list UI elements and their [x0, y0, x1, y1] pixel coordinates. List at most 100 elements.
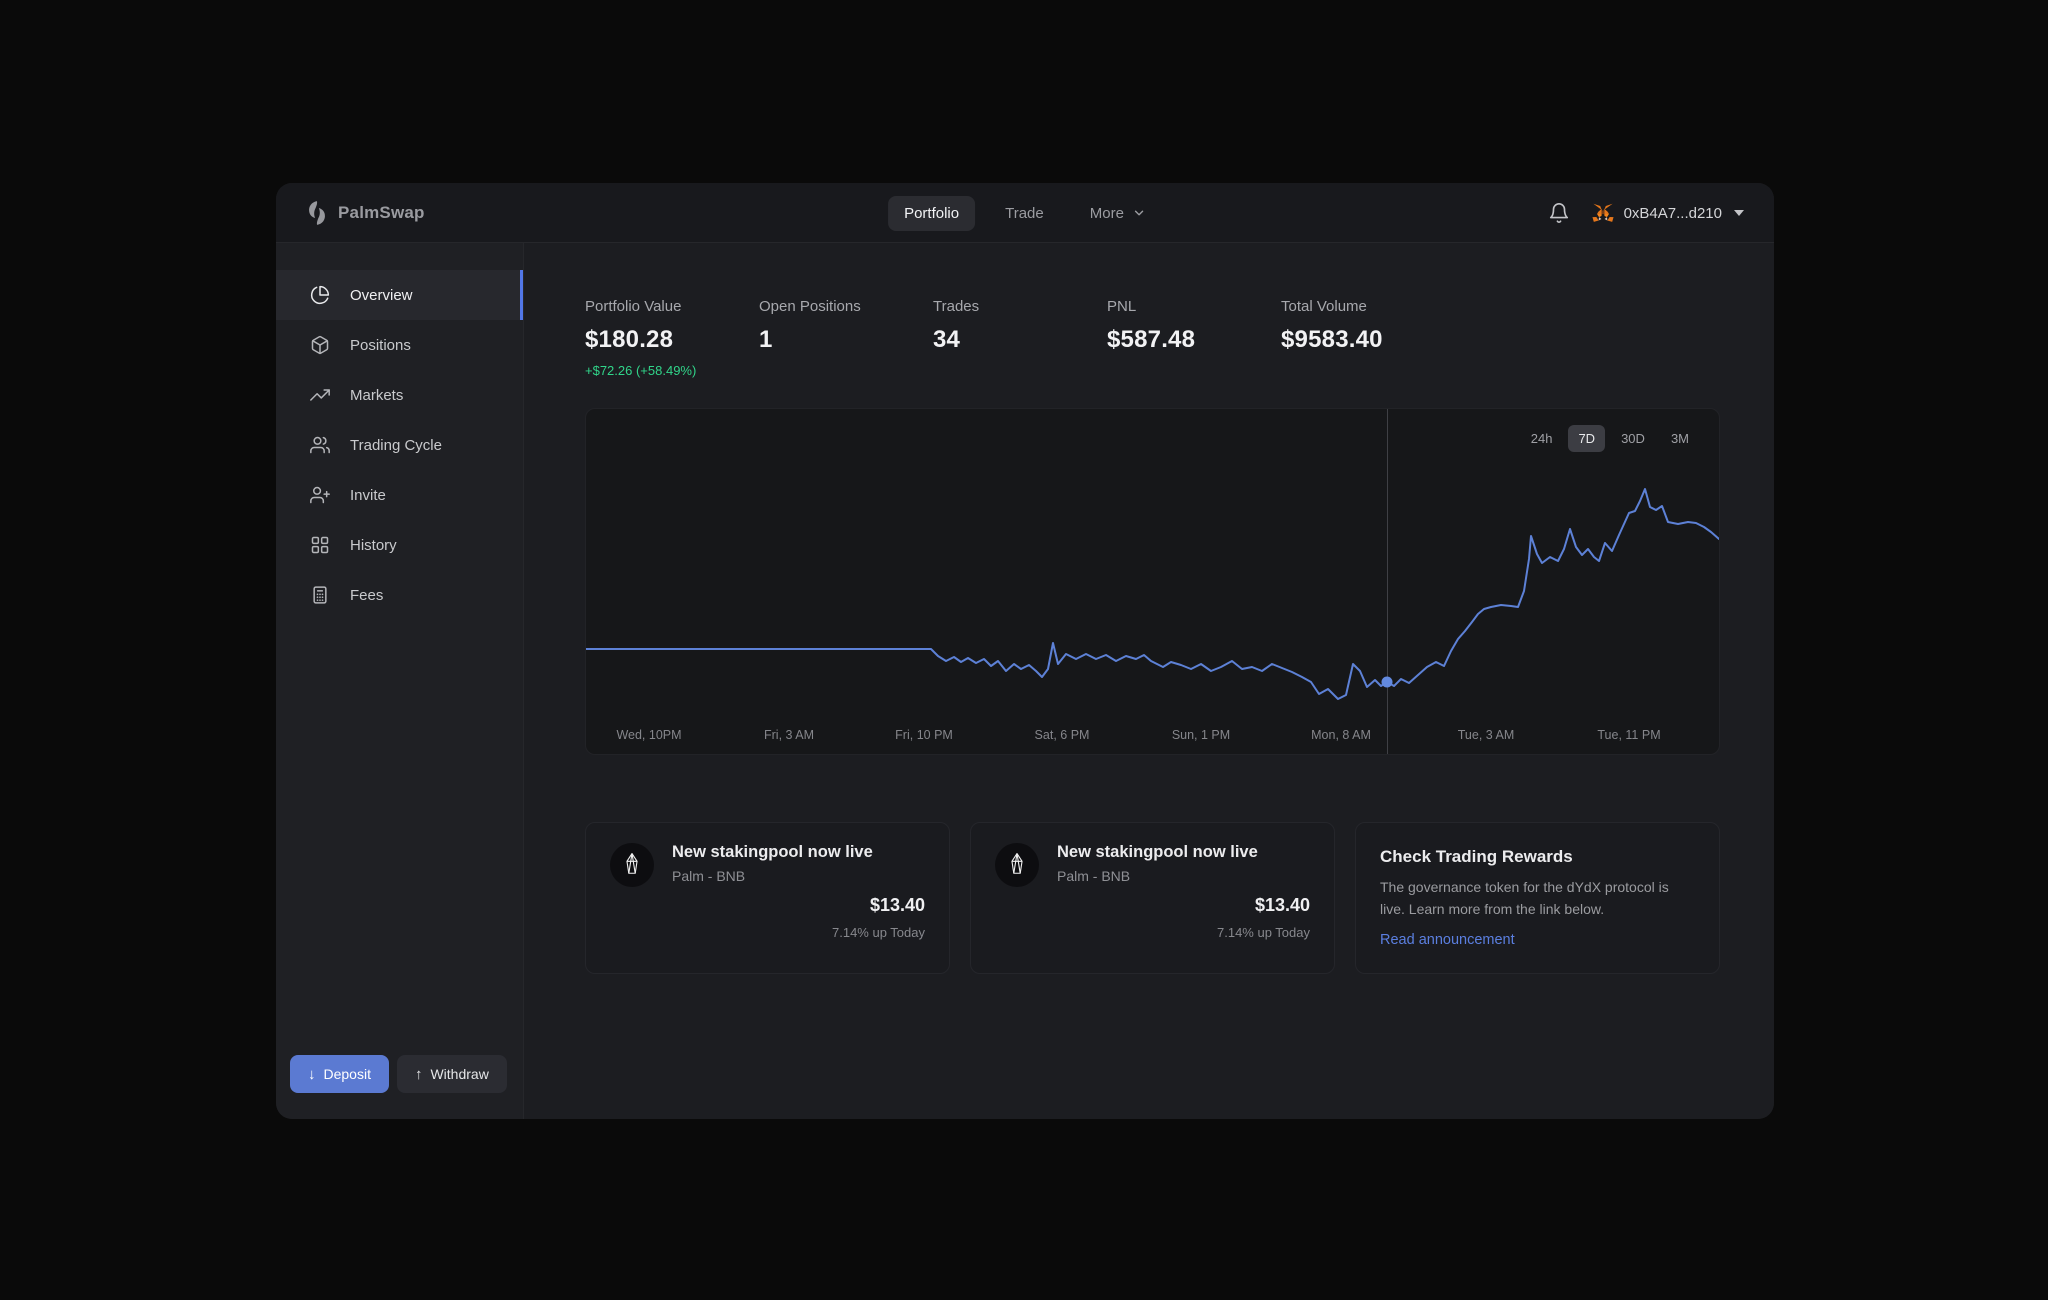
- sidebar-item[interactable]: Trading Cycle: [276, 420, 523, 470]
- stat-label: Open Positions: [759, 298, 861, 315]
- stat-label: PNL: [1107, 298, 1137, 315]
- nav-tab-label: Portfolio: [904, 204, 960, 222]
- sidebar: Overview Positions Markets Trading Cycle: [276, 243, 524, 1119]
- range-option-label: 3M: [1670, 431, 1689, 446]
- range-option[interactable]: 30D: [1611, 425, 1655, 452]
- stat-value: 1: [759, 326, 773, 353]
- card-title: New stakingpool now live: [1057, 843, 1258, 861]
- card-subtitle: Palm - BNB: [672, 868, 746, 884]
- x-axis-tick-label: Wed, 10PM: [616, 728, 682, 742]
- card-price-block: $13.40 7.14% up Today: [1217, 895, 1310, 940]
- chart-x-axis: Wed, 10PM Fri, 3 AM Fri, 10 PM Sat, 6 PM Sun…: [586, 728, 1719, 744]
- link-label: Read announcement: [1380, 932, 1515, 949]
- sidebar-item-label: Fees: [350, 586, 384, 604]
- token-price: $13.40: [869, 895, 925, 915]
- nav-tab[interactable]: Portfolio: [888, 195, 976, 231]
- withdraw-button[interactable]: ↑ Withdraw: [396, 1055, 507, 1093]
- stats-row: Portfolio Value $180.28 +$72.26 (+58.49%…: [585, 298, 1383, 378]
- x-axis-tick-label: Sun, 1 PM: [1171, 728, 1231, 742]
- stat-label: Total Volume: [1281, 298, 1367, 315]
- sidebar-item[interactable]: Markets: [276, 370, 523, 420]
- notifications-bell-icon[interactable]: [1548, 202, 1570, 224]
- range-option[interactable]: 24h: [1521, 425, 1563, 452]
- card-price-block: $13.40 7.14% up Today: [832, 895, 925, 940]
- range-option[interactable]: 3M: [1661, 425, 1699, 452]
- eos-token-icon: [610, 843, 654, 887]
- chart-range-selector: 24h 7D 30D 3M: [1521, 425, 1699, 452]
- stat-label: Portfolio Value: [585, 298, 682, 315]
- brand-name: PalmSwap: [338, 203, 425, 222]
- card-head: New stakingpool now live Palm - BNB: [610, 843, 873, 887]
- card-text: New stakingpool now live Palm - BNB: [672, 843, 873, 884]
- x-axis-tick-label: Fri, 3 AM: [763, 728, 815, 742]
- announcement-title: Check Trading Rewards: [1380, 847, 1573, 866]
- portfolio-line-chart: [586, 488, 1719, 700]
- stat-value: 34: [933, 326, 961, 353]
- metamask-fox-icon: [1592, 203, 1614, 222]
- trend-up-icon: [310, 385, 330, 405]
- range-option-label: 7D: [1578, 431, 1596, 446]
- sidebar-item-label: Trading Cycle: [350, 436, 442, 454]
- arrow-up-icon: ↑: [414, 1065, 423, 1083]
- sidebar-item[interactable]: Fees: [276, 570, 523, 620]
- sidebar-item-label: Overview: [350, 286, 413, 304]
- stat-block: Total Volume $9583.40: [1281, 298, 1383, 378]
- grid-icon: [310, 535, 330, 555]
- stat-value: $9583.40: [1281, 326, 1383, 353]
- stat-value: $587.48: [1107, 326, 1196, 353]
- announcement-card: Check Trading Rewards The governance tok…: [1355, 822, 1720, 974]
- users-icon: [310, 435, 330, 455]
- withdraw-label: Withdraw: [430, 1066, 489, 1082]
- stat-value: $180.28: [585, 326, 674, 353]
- deposit-label: Deposit: [323, 1066, 371, 1082]
- brand: PalmSwap: [306, 183, 425, 243]
- stat-block: Portfolio Value $180.28 +$72.26 (+58.49%…: [585, 298, 759, 378]
- eos-token-icon: [995, 843, 1039, 887]
- wallet-address: 0xB4A7...d210: [1623, 204, 1722, 222]
- sidebar-item-label: Markets: [350, 386, 404, 404]
- card-subtitle: Palm - BNB: [1057, 868, 1131, 884]
- x-axis-tick-label: Tue, 11 PM: [1597, 728, 1661, 742]
- sidebar-item[interactable]: Positions: [276, 320, 523, 370]
- token-price-change: 7.14% up Today: [1217, 925, 1310, 940]
- stat-delta: +$72.26 (+58.49%): [585, 363, 697, 378]
- top-nav: Portfolio Trade More: [888, 183, 1162, 243]
- x-axis-tick-label: Tue, 3 AM: [1457, 728, 1515, 742]
- stakingpool-card[interactable]: New stakingpool now live Palm - BNB $13.…: [970, 822, 1335, 974]
- sidebar-actions: ↓ Deposit ↑ Withdraw: [290, 1055, 507, 1093]
- wallet-chip[interactable]: 0xB4A7...d210: [1592, 203, 1744, 223]
- sidebar-nav: Overview Positions Markets Trading Cycle: [276, 270, 523, 620]
- range-option[interactable]: 7D: [1568, 425, 1606, 452]
- active-indicator: [520, 270, 523, 320]
- stat-block: PNL $587.48: [1107, 298, 1281, 378]
- x-axis-tick-label: Mon, 8 AM: [1311, 728, 1371, 742]
- sidebar-item[interactable]: History: [276, 520, 523, 570]
- nav-tab[interactable]: More: [1074, 196, 1162, 231]
- stat-label: Trades: [933, 298, 980, 315]
- chart-marker-dot: [1381, 676, 1393, 688]
- user-plus-icon: [310, 485, 330, 505]
- calculator-icon: [310, 585, 330, 605]
- nav-tab-label: Trade: [1005, 204, 1044, 222]
- app-window: PalmSwap Portfolio Trade More: [276, 183, 1774, 1119]
- x-axis-tick-label: Fri, 10 PM: [895, 728, 953, 742]
- sidebar-item[interactable]: Invite: [276, 470, 523, 520]
- x-axis-tick-label: Sat, 6 PM: [1034, 728, 1090, 742]
- sidebar-item[interactable]: Overview: [276, 270, 523, 320]
- stat-block: Open Positions 1: [759, 298, 933, 378]
- chevron-down-icon: [1134, 210, 1144, 216]
- chart-crosshair: [1387, 409, 1388, 754]
- read-announcement-link[interactable]: Read announcement: [1380, 932, 1522, 948]
- card-head: New stakingpool now live Palm - BNB: [995, 843, 1258, 887]
- stakingpool-card[interactable]: New stakingpool now live Palm - BNB $13.…: [585, 822, 950, 974]
- chart-plot-area[interactable]: [586, 409, 1719, 754]
- announcement-body: The governance token for the dYdX protoc…: [1380, 879, 1669, 917]
- portfolio-chart-panel: 24h 7D 30D 3M Wed, 10PM Fri, 3 AM Fri, 10 …: [585, 408, 1720, 755]
- deposit-button[interactable]: ↓ Deposit: [290, 1055, 389, 1093]
- cube-icon: [310, 335, 330, 355]
- nav-tab[interactable]: Trade: [989, 196, 1060, 231]
- info-cards-row: New stakingpool now live Palm - BNB $13.…: [585, 822, 1720, 974]
- token-price: $13.40: [1254, 895, 1310, 915]
- range-option-label: 30D: [1621, 431, 1645, 446]
- card-title: New stakingpool now live: [672, 843, 873, 861]
